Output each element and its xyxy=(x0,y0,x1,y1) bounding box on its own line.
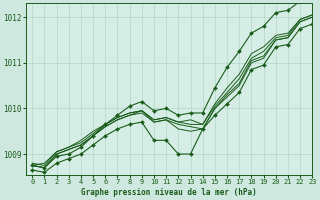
X-axis label: Graphe pression niveau de la mer (hPa): Graphe pression niveau de la mer (hPa) xyxy=(81,188,257,197)
